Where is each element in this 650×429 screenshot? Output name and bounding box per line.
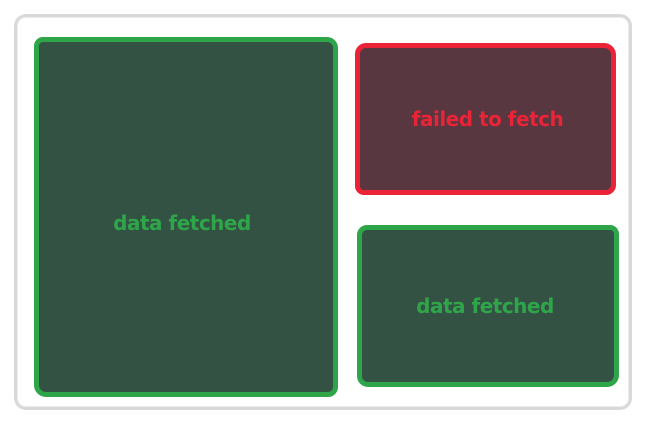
panel-status-label: failed to fetch: [411, 107, 564, 131]
data-panel-large: data fetched: [34, 37, 338, 397]
panel-status-label: data fetched: [113, 211, 251, 235]
panel-status-label: data fetched: [416, 294, 554, 318]
data-panel-small: data fetched: [357, 225, 619, 387]
data-panel-error: failed to fetch: [355, 43, 616, 195]
